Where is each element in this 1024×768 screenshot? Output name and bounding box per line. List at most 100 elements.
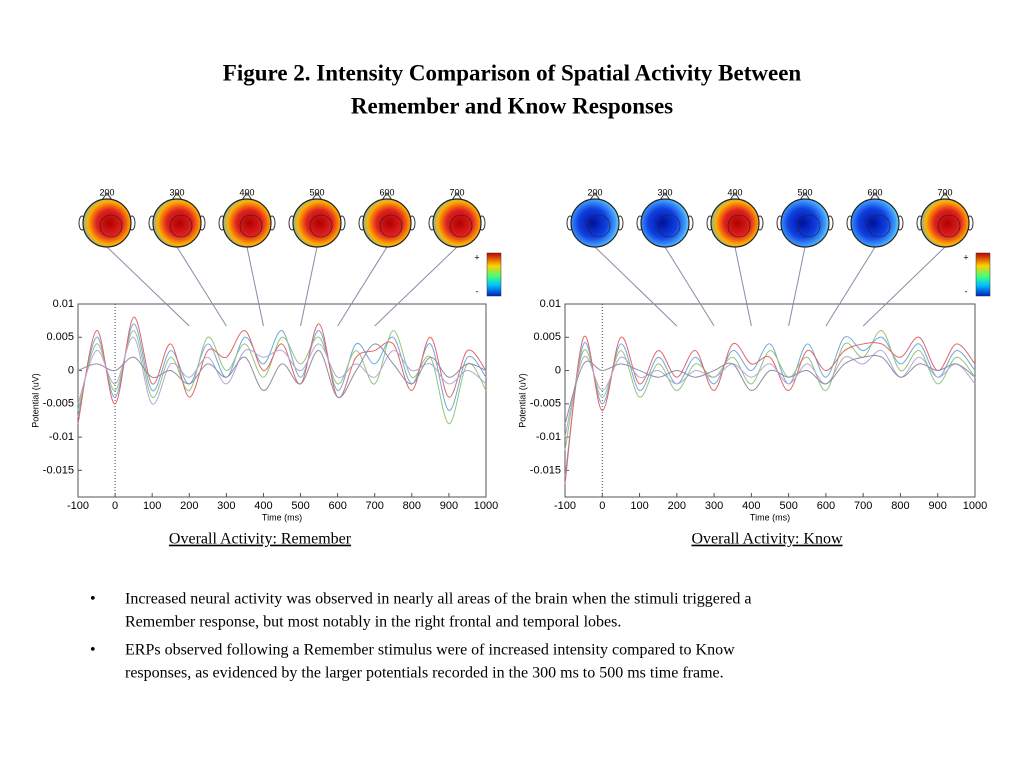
y-tick-label: 0 bbox=[555, 364, 561, 376]
x-axis-label: Time (ms) bbox=[750, 512, 790, 522]
erp-line bbox=[564, 336, 976, 478]
y-tick-label: 0.01 bbox=[540, 298, 561, 310]
head-nose bbox=[381, 192, 393, 201]
x-tick-label: 0 bbox=[599, 500, 605, 512]
bullet-text: responses, as evidenced by the larger po… bbox=[125, 665, 724, 682]
topomap-label: 200 bbox=[587, 187, 602, 197]
topomap bbox=[780, 198, 830, 248]
head-nose bbox=[869, 192, 881, 201]
title: Remember and Know Responses bbox=[351, 93, 673, 118]
colorbar-label: - bbox=[965, 286, 968, 296]
contour bbox=[867, 214, 891, 238]
x-tick-label: 1000 bbox=[963, 500, 987, 512]
y-tick-label: 0.005 bbox=[46, 331, 74, 343]
topomap-label: 700 bbox=[937, 187, 952, 197]
connector bbox=[788, 246, 806, 327]
plot-frame bbox=[77, 303, 487, 498]
erp-line bbox=[77, 343, 487, 398]
connector bbox=[246, 246, 264, 327]
topomap bbox=[82, 198, 132, 248]
topomap-label: 300 bbox=[169, 187, 184, 197]
y-tick-label: -0.015 bbox=[43, 464, 74, 476]
bullet-text: ERPs observed following a Remember stimu… bbox=[125, 642, 735, 659]
head-nose bbox=[241, 192, 253, 201]
y-tick-label: -0.01 bbox=[536, 431, 561, 443]
connector bbox=[664, 246, 715, 327]
topomap bbox=[222, 198, 272, 248]
x-axis-label: Time (ms) bbox=[262, 512, 302, 522]
contour bbox=[379, 214, 403, 238]
colorbar bbox=[486, 252, 502, 297]
connector bbox=[374, 246, 458, 327]
plot-frame bbox=[564, 303, 976, 498]
head-nose bbox=[311, 192, 323, 201]
connector bbox=[734, 246, 752, 327]
x-tick-label: 0 bbox=[112, 500, 118, 512]
contour bbox=[99, 214, 123, 238]
topomap-label: 500 bbox=[797, 187, 812, 197]
colorbar-label: - bbox=[476, 286, 479, 296]
topomap-label: 600 bbox=[379, 187, 394, 197]
topomap bbox=[640, 198, 690, 248]
y-tick-label: 0.005 bbox=[533, 331, 561, 343]
x-tick-label: 400 bbox=[742, 500, 760, 512]
x-tick-label: 600 bbox=[328, 500, 346, 512]
x-tick-label: 800 bbox=[891, 500, 909, 512]
head-nose bbox=[451, 192, 463, 201]
y-tick-label: -0.005 bbox=[530, 398, 561, 410]
x-tick-label: 500 bbox=[291, 500, 309, 512]
x-tick-label: 600 bbox=[817, 500, 835, 512]
connector bbox=[594, 246, 678, 327]
x-tick-label: 700 bbox=[854, 500, 872, 512]
contour bbox=[937, 214, 961, 238]
head-nose bbox=[799, 192, 811, 201]
contour bbox=[169, 214, 193, 238]
connector bbox=[862, 246, 946, 327]
x-tick-label: 200 bbox=[668, 500, 686, 512]
topomap bbox=[432, 198, 482, 248]
erp-line bbox=[77, 323, 487, 418]
connector bbox=[825, 246, 876, 327]
x-tick-label: -100 bbox=[554, 500, 576, 512]
y-axis-label: Potential (uV) bbox=[517, 373, 527, 428]
x-tick-label: 200 bbox=[180, 500, 198, 512]
x-tick-label: 800 bbox=[403, 500, 421, 512]
topomap-label: 700 bbox=[449, 187, 464, 197]
y-tick-label: 0.01 bbox=[53, 298, 74, 310]
colorbar bbox=[975, 252, 991, 297]
y-tick-label: 0 bbox=[68, 364, 74, 376]
caption: Overall Activity: Remember bbox=[169, 531, 352, 548]
connector bbox=[176, 246, 227, 327]
colorbar-label: + bbox=[474, 252, 479, 262]
bullet-text: Increased neural activity was observed i… bbox=[125, 591, 751, 608]
head-nose bbox=[939, 192, 951, 201]
contour bbox=[309, 214, 333, 238]
topomap bbox=[152, 198, 202, 248]
x-tick-label: 500 bbox=[779, 500, 797, 512]
y-tick-label: -0.015 bbox=[530, 464, 561, 476]
contour bbox=[657, 214, 681, 238]
bullet-symbol: • bbox=[90, 642, 96, 659]
topomap-label: 200 bbox=[99, 187, 114, 197]
erp-line bbox=[77, 336, 487, 405]
connector bbox=[106, 246, 190, 327]
x-tick-label: 300 bbox=[705, 500, 723, 512]
x-tick-label: 900 bbox=[929, 500, 947, 512]
contour bbox=[239, 214, 263, 238]
x-tick-label: 100 bbox=[143, 500, 161, 512]
contour bbox=[727, 214, 751, 238]
contour bbox=[797, 214, 821, 238]
y-tick-label: -0.005 bbox=[43, 398, 74, 410]
erp-line bbox=[564, 354, 976, 424]
topomap-label: 400 bbox=[239, 187, 254, 197]
erp-line bbox=[77, 316, 487, 424]
title: Figure 2. Intensity Comparison of Spatia… bbox=[223, 60, 802, 85]
topomap bbox=[362, 198, 412, 248]
topomap-label: 300 bbox=[657, 187, 672, 197]
contour bbox=[449, 214, 473, 238]
x-tick-label: 1000 bbox=[474, 500, 498, 512]
x-tick-label: -100 bbox=[67, 500, 89, 512]
erp-line bbox=[564, 335, 976, 484]
